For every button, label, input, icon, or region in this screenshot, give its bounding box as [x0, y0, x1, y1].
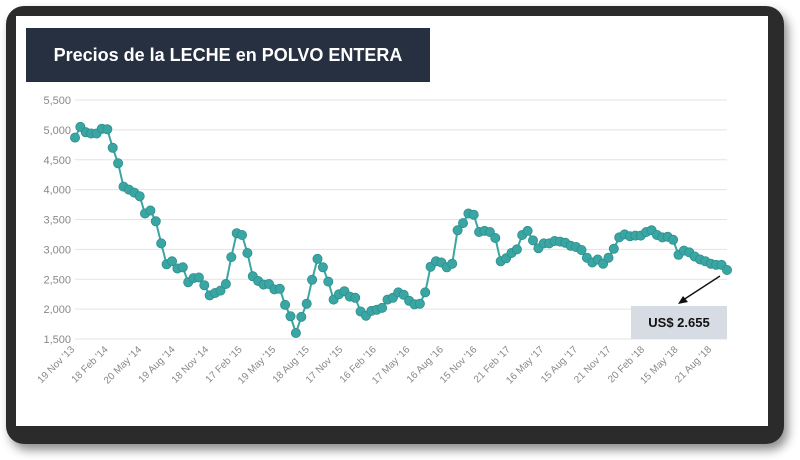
- data-point: [490, 232, 501, 243]
- y-tick-label: 3,000: [43, 244, 71, 256]
- data-point: [236, 229, 247, 240]
- data-point: [511, 244, 522, 255]
- y-tick-label: 5,000: [43, 125, 71, 137]
- data-point: [296, 311, 307, 322]
- data-point: [107, 142, 118, 153]
- data-point: [177, 262, 188, 273]
- data-point: [722, 264, 733, 275]
- data-point: [414, 298, 425, 309]
- data-point: [145, 205, 156, 216]
- data-point: [226, 252, 237, 263]
- data-point: [102, 124, 113, 135]
- annotation-arrow: [679, 275, 721, 303]
- price-callout-label: US$ 2.655: [648, 315, 710, 330]
- data-point: [457, 218, 468, 229]
- y-tick-label: 3,500: [43, 215, 71, 227]
- series-line: [74, 125, 728, 337]
- data-point: [323, 276, 334, 287]
- y-tick-label: 5,500: [43, 95, 71, 107]
- data-point: [528, 235, 539, 246]
- data-point: [576, 244, 587, 255]
- y-tick-label: 4,500: [43, 155, 71, 167]
- data-point: [317, 262, 328, 273]
- y-tick-label: 4,000: [43, 185, 71, 197]
- annotation-arrow-head: [678, 296, 688, 304]
- data-point: [242, 247, 253, 258]
- gridlines: [75, 99, 727, 340]
- data-point: [156, 238, 167, 249]
- data-point: [220, 278, 231, 289]
- y-tick-label: 2,500: [43, 274, 71, 286]
- data-point: [193, 272, 204, 283]
- data-point: [113, 158, 124, 169]
- data-point: [70, 132, 81, 143]
- chart-panel: [16, 16, 768, 426]
- data-point: [301, 298, 312, 309]
- data-point: [307, 274, 318, 285]
- data-point: [420, 287, 431, 298]
- data-point: [350, 292, 361, 303]
- data-point: [274, 283, 285, 294]
- data-point: [280, 299, 291, 310]
- data-point: [377, 302, 388, 313]
- data-point: [452, 225, 463, 236]
- data-point: [199, 280, 210, 291]
- data-point: [608, 243, 619, 254]
- data-point: [150, 216, 161, 227]
- data-point: [166, 256, 177, 267]
- data-point: [215, 285, 226, 296]
- price-callout: US$ 2.655: [631, 306, 727, 339]
- y-tick-label: 2,000: [43, 304, 71, 316]
- x-tick-label: 21 Aug '18: [673, 344, 714, 385]
- data-point: [522, 225, 533, 236]
- y-tick-label: 1,500: [43, 334, 71, 346]
- data-point: [468, 209, 479, 220]
- chart-title-box: Precios de la LECHE en POLVO ENTERA: [26, 28, 430, 82]
- data-point: [603, 252, 614, 263]
- data-point: [285, 311, 296, 322]
- data-point: [312, 253, 323, 264]
- data-point: [290, 327, 301, 338]
- data-point: [447, 258, 458, 269]
- y-axis-ticks: 1,500 2,000 2,500 3,000 3,500 4,000 4,500 5,000…: [43, 95, 71, 346]
- data-point: [134, 191, 145, 202]
- data-point: [668, 234, 679, 245]
- chart-title: Precios de la LECHE en POLVO ENTERA: [53, 44, 403, 65]
- data-points: [70, 121, 733, 338]
